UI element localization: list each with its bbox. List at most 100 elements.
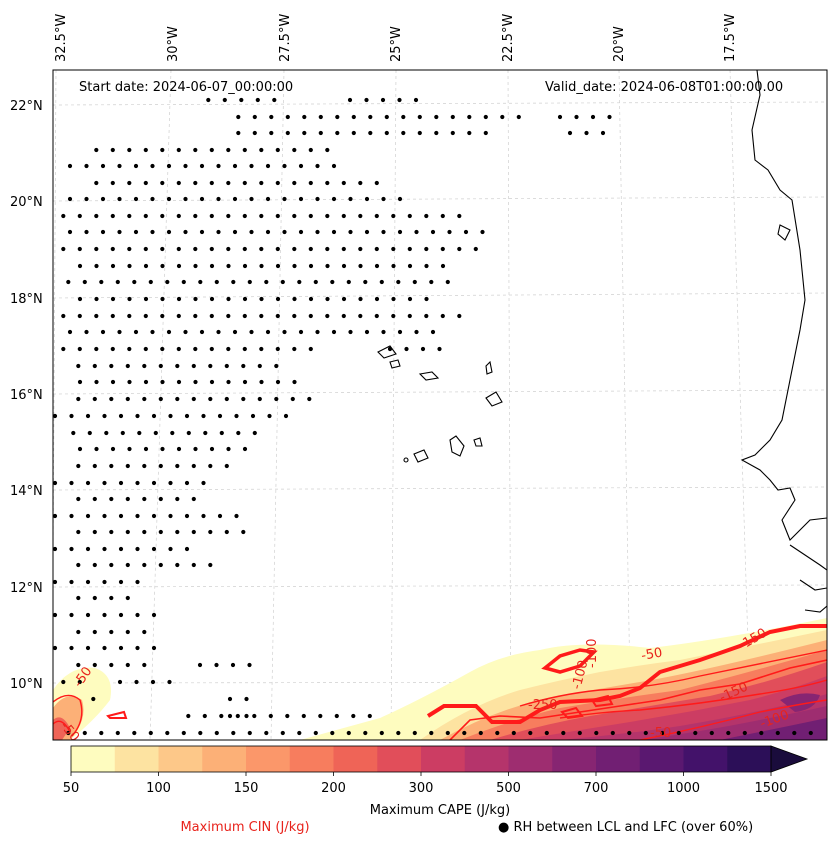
rh-dot <box>391 296 396 302</box>
rh-dot <box>269 130 274 136</box>
rh-dot <box>216 329 221 335</box>
rh-dot <box>265 163 271 169</box>
rh-dot <box>298 329 304 335</box>
rh-dot <box>201 513 206 519</box>
rh-dot <box>325 313 330 319</box>
rh-dot <box>401 130 406 136</box>
rh-dot <box>242 346 247 352</box>
rh-dot <box>380 97 386 103</box>
rh-dot <box>252 114 257 120</box>
rh-dot <box>109 396 114 402</box>
rh-dot <box>478 730 483 736</box>
rh-dot <box>318 130 323 136</box>
rh-dot <box>191 463 196 469</box>
rh-dot <box>242 296 248 302</box>
rh-dot <box>307 396 312 402</box>
rh-dot <box>341 263 347 269</box>
rh-dot <box>241 363 246 369</box>
rh-dot <box>226 180 231 186</box>
rh-dot <box>242 213 247 219</box>
rh-dot <box>102 546 107 552</box>
rh-dot <box>175 529 180 535</box>
rh-dot <box>133 329 139 335</box>
rh-dot <box>87 430 92 436</box>
rh-dot <box>61 346 66 352</box>
rh-dot <box>91 696 96 702</box>
rh-dot <box>84 229 89 235</box>
rh-dot <box>76 662 81 668</box>
rh-dot <box>313 730 318 736</box>
rh-dot <box>197 662 203 668</box>
cin-label-50-bottom: -50 <box>650 726 671 741</box>
rh-dot <box>417 114 422 120</box>
rh-dot <box>274 396 279 402</box>
rh-dot <box>208 363 213 369</box>
rh-dot <box>193 213 198 219</box>
rh-dot <box>308 313 313 319</box>
lon-label-32-5: 32.5°W <box>54 14 69 62</box>
rh-dot <box>69 513 74 519</box>
rh-dot <box>151 546 157 552</box>
rh-dot <box>92 629 97 635</box>
rh-dot <box>214 279 219 285</box>
rh-dot <box>117 196 122 202</box>
rh-dot <box>118 546 124 552</box>
rh-dot <box>117 163 122 169</box>
rh-dot <box>120 430 125 436</box>
rh-dot <box>292 147 297 153</box>
rh-dot <box>282 163 287 169</box>
rh-dot <box>168 546 173 552</box>
rh-dot <box>76 463 81 469</box>
rh-dot <box>236 114 241 120</box>
rh-dot <box>264 730 269 736</box>
rh-dot <box>368 114 373 120</box>
rh-dot <box>226 446 231 452</box>
rh-dot <box>175 396 180 402</box>
rh-dot <box>358 246 363 252</box>
colorbar: 50100150200300500700100015002000 Maximum… <box>63 745 809 818</box>
rh-dot <box>269 114 274 120</box>
rh-dot <box>199 163 205 169</box>
rh-dot <box>110 446 116 452</box>
rh-dot <box>176 379 182 385</box>
rh-dot <box>217 513 223 519</box>
rh-dot <box>358 263 363 269</box>
rh-dot <box>67 229 73 235</box>
rh-dot <box>412 730 417 736</box>
rh-dot <box>275 263 281 269</box>
rh-dot <box>202 713 207 719</box>
rh-dot <box>407 296 413 302</box>
rh-dot <box>118 612 124 618</box>
colorbar-segment <box>552 746 597 772</box>
rh-dot <box>255 97 260 103</box>
cin-label-100-c: -100 <box>585 638 600 668</box>
rh-dot <box>440 313 445 319</box>
rh-dot <box>457 246 462 252</box>
rh-dot <box>127 213 132 219</box>
rh-dot <box>183 229 188 235</box>
lat-label-10: 10°N <box>10 677 43 692</box>
rh-dot <box>348 196 353 202</box>
lon-label-30: 30°W <box>166 26 181 62</box>
rh-dot <box>102 579 107 585</box>
rh-dot <box>69 413 74 419</box>
rh-dot <box>226 379 231 385</box>
rh-dot <box>292 313 297 319</box>
colorbar-segment <box>158 746 203 772</box>
rh-dot <box>133 163 139 169</box>
rh-dot <box>643 730 648 736</box>
rh-dot <box>199 329 205 335</box>
rh-dot <box>191 363 196 369</box>
rh-dot <box>201 413 206 419</box>
cin-label-250: -250 <box>528 698 558 713</box>
rh-dot <box>133 196 139 202</box>
rh-dot <box>242 147 247 153</box>
colorbar-segment <box>246 746 291 772</box>
latitude-labels: 22°N 20°N 18°N 16°N 14°N 12°N 10°N <box>10 99 43 692</box>
rh-dot <box>71 430 76 436</box>
rh-dot <box>231 730 236 736</box>
rh-dot <box>209 379 215 385</box>
rh-dot <box>181 730 186 736</box>
rh-dot <box>92 496 97 502</box>
rh-dot <box>234 413 239 419</box>
